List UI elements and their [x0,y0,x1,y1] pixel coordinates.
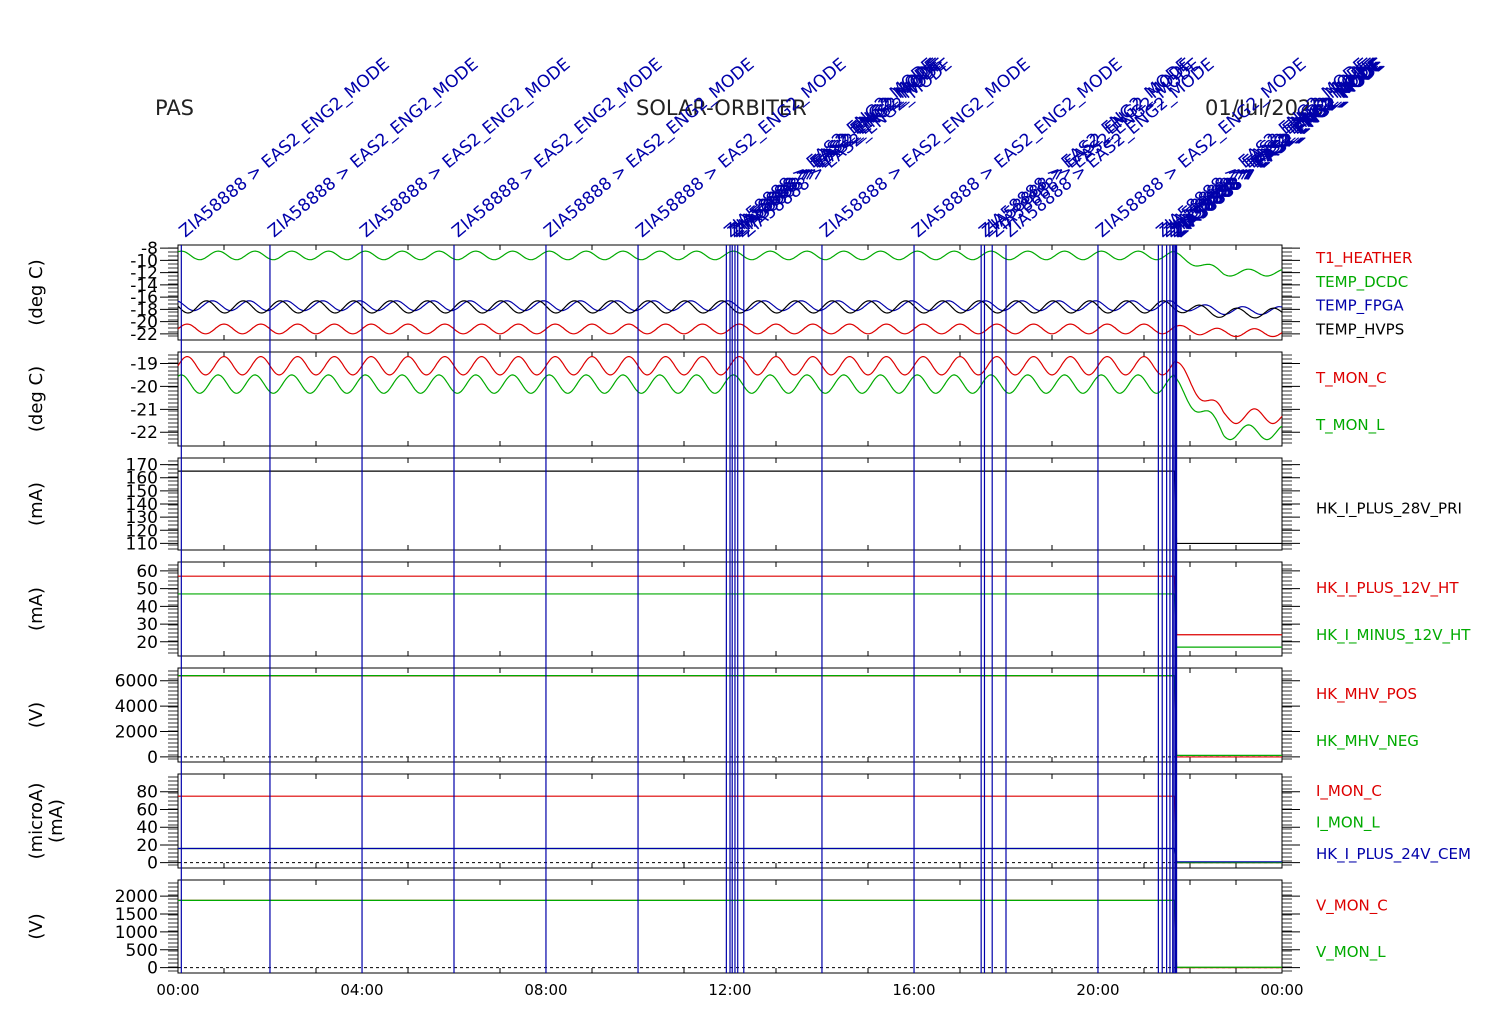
y-tick-label: 20 [136,633,158,653]
y-tick-label: 40 [136,818,158,838]
legend-label: TEMP_FPGA [1315,297,1404,316]
y-tick-label: -12 [130,264,158,284]
y-tick-label: 0 [147,959,158,979]
y-axis-label: (microA) [26,783,47,860]
y-tick-label: 500 [126,941,158,961]
y-tick-label: 60 [136,562,158,582]
y-axis-label: (deg C) [26,259,47,325]
legend-label: HK_MHV_POS [1316,685,1417,704]
time-tick-label: 00:00 [156,981,199,999]
y-tick-label: -22 [130,423,158,443]
y-tick-label: 1000 [115,923,158,943]
legend-label: HK_I_PLUS_24V_CEM [1316,845,1471,864]
legend-label: I_MON_C [1316,782,1382,801]
legend-label: V_MON_C [1316,897,1388,916]
y-tick-label: 110 [126,534,158,554]
y-tick-label: -19 [130,354,158,374]
y-tick-label: 0 [147,748,158,768]
legend-label: HK_MHV_NEG [1316,732,1419,751]
time-tick-label: 16:00 [892,981,935,999]
instrument-label: PAS [155,96,195,120]
y-tick-label: -14 [130,276,158,296]
y-tick-label: 60 [136,800,158,820]
y-axis-label: (V) [26,913,47,939]
y-tick-label: 140 [126,495,158,515]
panel-2: -19 -20 -21 -22 (deg C) T_MON_C T_MON_L [26,351,1387,447]
legend-label: HK_I_PLUS_28V_PRI [1316,500,1462,519]
y-tick-label: 130 [126,508,158,528]
y-tick-label: 4000 [115,697,158,717]
time-axis: 00:00 04:00 08:00 12:00 16:00 20:00 00:00 [156,981,1303,999]
y-tick-label: 6000 [115,672,158,692]
y-tick-label: -10 [130,251,158,271]
y-tick-label: -21 [130,400,158,420]
y-tick-label: 40 [136,597,158,617]
panel-1: -8-10-12-14-16-18-20-22 (deg C) T1_HEATHER… [26,239,1412,345]
y-tick-label: 2000 [115,887,158,907]
date-label: 01/Jul/2025 [1205,96,1325,120]
y-tick-label: 170 [126,456,158,476]
y-tick-label: 2000 [115,723,158,743]
y-tick-label: 1500 [115,905,158,925]
y-tick-label: 160 [126,469,158,489]
legend-label: I_MON_L [1316,814,1380,833]
y-tick-label: 20 [136,836,158,856]
time-tick-label: 12:00 [708,981,751,999]
legend-label: T_MON_L [1315,416,1385,435]
time-tick-label: 00:00 [1260,981,1303,999]
y-axis-label: (mA) [26,587,47,631]
y-axis-label: (deg C) [26,366,47,432]
y-axis-label: (V) [26,702,47,728]
y-tick-label: -20 [130,377,158,397]
y-axis-label: (mA) [26,482,47,526]
y-tick-label: -22 [130,325,158,345]
legend-label: T_MON_C [1315,369,1387,388]
y-tick-label: -20 [130,313,158,333]
y-tick-label: 0 [147,854,158,874]
time-tick-label: 04:00 [340,981,383,999]
y-tick-label: 80 [136,783,158,803]
y-tick-label: -8 [141,239,158,259]
time-tick-label: 20:00 [1076,981,1119,999]
mission-label: SOLAR-ORBITER [636,96,807,120]
panel-5: 6000 4000 2000 0 (V) HK_MHV_POS HK_MHV_NEG [26,667,1419,768]
legend-label: TEMP_DCDC [1315,273,1408,292]
time-tick-label: 08:00 [524,981,567,999]
legend-label: HK_I_PLUS_12V_HT [1316,579,1459,598]
y-tick-label: 30 [136,615,158,635]
legend-label: T1_HEATHER [1315,249,1412,268]
event-lines [180,245,1178,973]
y-tick-label: -18 [130,300,158,320]
legend-label: HK_I_MINUS_12V_HT [1316,626,1471,645]
y-tick-label: 120 [126,521,158,541]
legend-label: V_MON_L [1316,943,1386,962]
y-tick-label: 50 [136,580,158,600]
y-tick-label: -16 [130,288,158,308]
y-tick-label: 150 [126,482,158,502]
legend-label: TEMP_HVPS [1315,320,1404,339]
y-axis-label-2: (mA) [46,799,67,843]
